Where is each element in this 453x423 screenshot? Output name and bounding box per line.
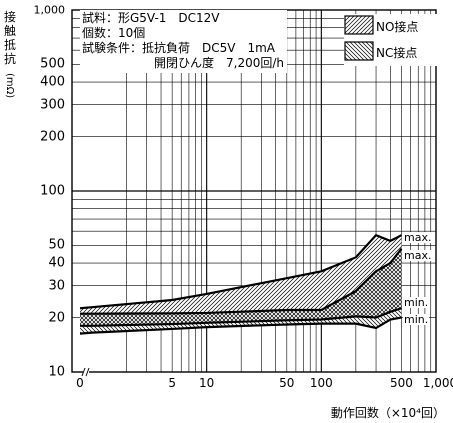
test-conditions-box: 試料：形G5V-1 DC12V 個数：10個 試験条件：抵抗負荷 DC5V 1m… [80,10,288,73]
y-title-char: 触 [3,24,16,38]
axis-break-mark [81,367,86,377]
y-tick-label: 300 [40,97,65,113]
no-max-label: max. [403,231,433,244]
y-tick-label: 200 [40,129,65,144]
legend-item-nc: NC接点 [344,40,440,66]
nc-min-label: min. [403,313,430,326]
y-title-char: 抗 [3,52,16,66]
y-tick-label: 100 [40,183,65,199]
quantity-line: 個数：10個 [82,26,146,40]
x-tick-label: 5 [168,376,176,390]
y-tick-label: 40 [48,255,65,271]
x-tick-label: 50 [279,376,295,390]
legend-swatch-nc [344,41,374,61]
x-tick-label: 500 [390,376,413,390]
no-max-line [79,233,402,310]
band-nc [80,248,402,334]
y-tick-label: 400 [40,74,65,90]
condition-line: 試験条件：抵抗負荷 DC5V 1mA [82,41,275,55]
frequency-line: 開閉ひん度 7,200回/h [154,56,285,70]
axis-break-mark [85,367,90,377]
legend-swatch-no [344,15,374,35]
y-tick-label: 10 [48,364,65,380]
legend-label-no: NO接点 [376,20,419,34]
no-min-line [80,307,402,327]
y-title-char: 接 [3,10,16,24]
y-tick-label: 1,000 [33,3,66,17]
y-tick-label: 20 [48,310,65,325]
band-no [80,235,402,326]
y-tick-label: 30 [48,278,65,294]
nc-max-label: max. [403,249,433,262]
axis-break-gap [83,366,89,378]
x-tick-label: 1,000 [422,376,453,390]
legend-item-no: NO接点 [344,14,440,40]
y-tick-label: 50 [48,237,65,253]
legend-label-nc: NC接点 [376,46,418,60]
nc-min-line [79,316,402,335]
y-axis-unit: (mΩ) [4,73,15,99]
legend: NO接点 NC接点 [344,14,440,66]
y-tick-label: 500 [40,56,65,72]
sample-line: 試料：形G5V-1 DC12V [82,11,220,25]
x-axis-title: 動作回数（×10⁴回） [330,406,445,420]
nc-max-line [80,248,403,315]
x-tick-label: 10 [199,376,215,390]
no-min-label: min. [403,296,430,309]
x-tick-label: 100 [309,376,333,390]
chart-areas [79,233,403,335]
y-title-char: 抵 [3,38,16,52]
x-tick-label: 0 [76,376,84,390]
y-axis-title: 接 触 抵 抗 [3,10,17,66]
